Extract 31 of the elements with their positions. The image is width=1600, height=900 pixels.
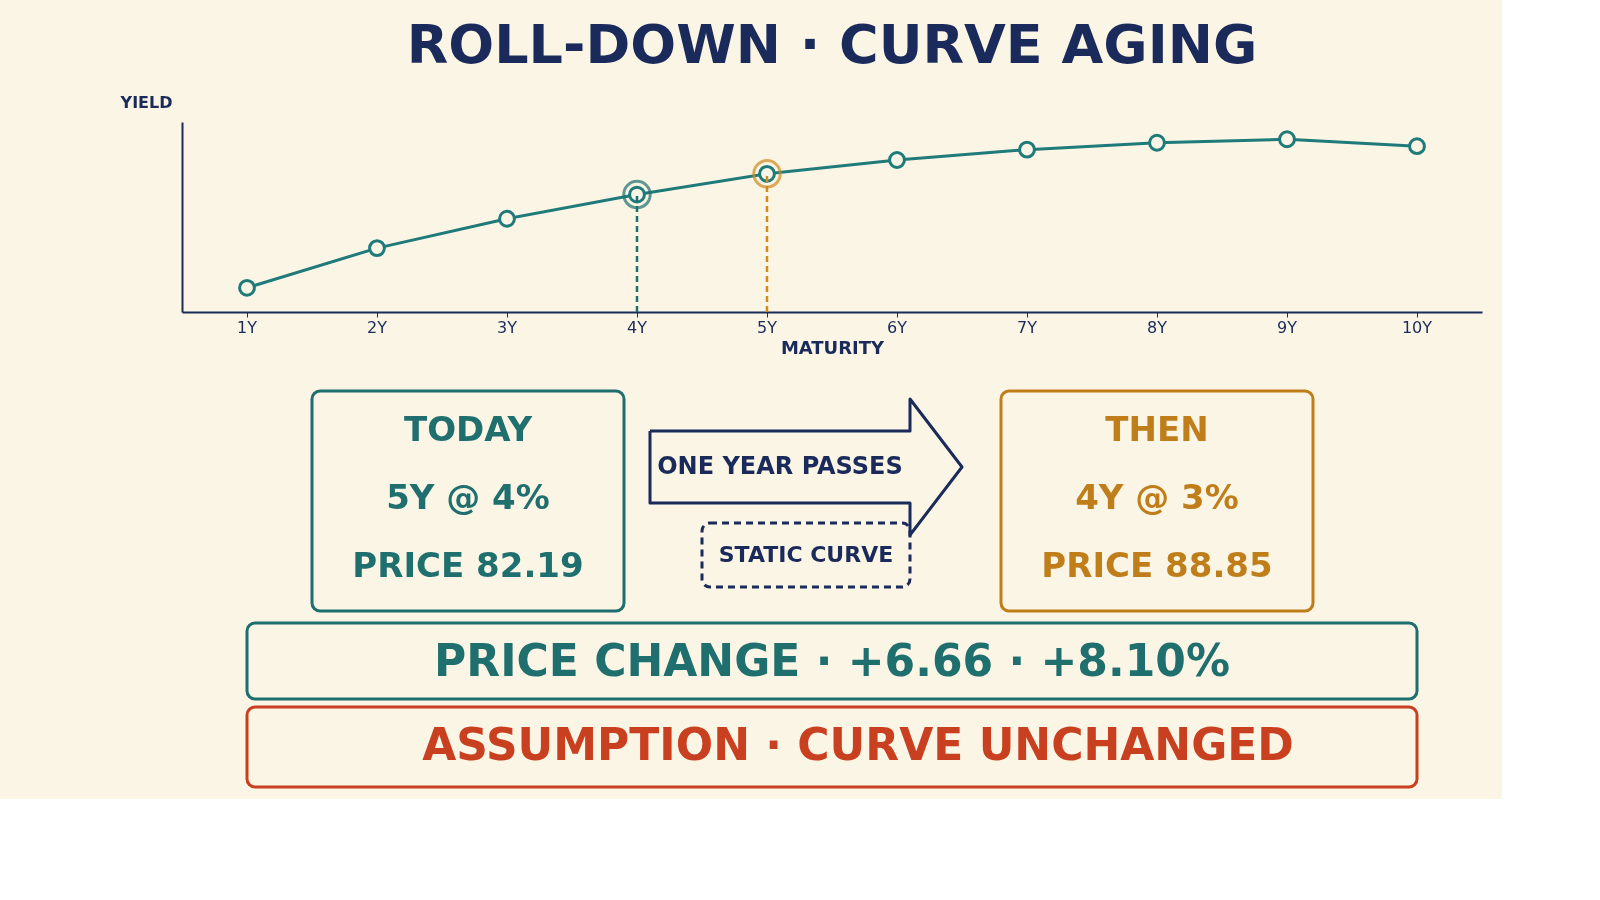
x-tick-label: 9Y — [1277, 317, 1298, 337]
point — [1278, 130, 1296, 149]
text: PRICE 88.85 — [1041, 545, 1273, 585]
text: PRICE 82.19 — [352, 545, 584, 585]
x-tick-label: 3Y — [497, 317, 518, 337]
text: 4Y @ 3% — [1075, 477, 1239, 517]
point — [238, 278, 256, 297]
text: TODAY — [404, 409, 533, 449]
text: PRICE CHANGE · +6.66 · +8.10% — [434, 635, 1230, 686]
point — [368, 239, 386, 257]
x-tick-label: 5Y — [757, 317, 778, 337]
text: ONE YEAR PASSES — [657, 452, 903, 480]
x-tick-label: 8Y — [1147, 317, 1168, 337]
x-tick-label: 6Y — [887, 317, 908, 337]
text: 5Y @ 4% — [386, 477, 550, 517]
text: THEN — [1105, 409, 1209, 449]
point — [1148, 133, 1166, 152]
text: STATIC CURVE — [718, 542, 894, 567]
x-tick-label: 1Y — [237, 317, 258, 337]
x-axis-title: MATURITY — [780, 336, 886, 358]
x-tick-label: 2Y — [367, 317, 388, 337]
point — [1408, 137, 1426, 156]
text: ASSUMPTION · CURVE UNCHANGED — [422, 719, 1294, 770]
point — [1018, 140, 1036, 159]
x-tick-label: 7Y — [1017, 317, 1038, 337]
x-tick-label: 10Y — [1401, 317, 1433, 337]
point — [888, 151, 906, 169]
chart-title: ROLL-DOWN · CURVE AGING — [406, 13, 1258, 76]
x-tick-label: 4Y — [627, 317, 648, 337]
y-axis-title: YIELD — [119, 92, 173, 112]
point — [498, 209, 516, 228]
